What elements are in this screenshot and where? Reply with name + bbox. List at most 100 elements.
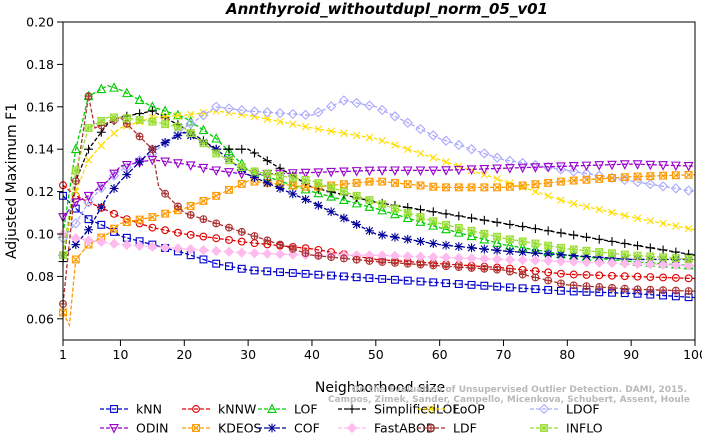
series-marker-cof xyxy=(109,184,119,193)
series-marker-odin xyxy=(109,169,119,180)
series-marker-knn xyxy=(429,278,438,287)
series-marker-odin xyxy=(517,163,528,174)
series-marker-inflo xyxy=(608,249,616,258)
series-marker-fastabod xyxy=(645,259,656,270)
series-marker-loop xyxy=(314,125,323,133)
series-marker-fastabod xyxy=(287,249,298,260)
series-marker-knnw xyxy=(544,268,553,277)
series-marker-inflo xyxy=(595,248,604,256)
series-marker-loop xyxy=(161,112,169,121)
series-marker-knnw xyxy=(212,234,221,243)
series-marker-simplifiedlof xyxy=(428,207,438,217)
legend-item-ldof: LDOF xyxy=(530,402,600,417)
series-marker-lof xyxy=(70,143,81,154)
series-marker-ldf xyxy=(199,215,208,224)
x-tick-label-10: 10 xyxy=(113,347,129,362)
series-marker-knnw xyxy=(608,271,616,280)
series-marker-ldof xyxy=(594,170,605,181)
series-marker-ldof xyxy=(453,139,464,151)
series-marker-fastabod xyxy=(594,257,605,268)
series-marker-cof xyxy=(492,245,502,255)
series-marker-odin xyxy=(492,164,503,175)
series-marker-knn xyxy=(365,274,374,283)
series-marker-fastabod xyxy=(236,247,247,258)
series-marker-kdeos xyxy=(391,178,399,187)
series-marker-kdeos xyxy=(633,172,642,181)
series-marker-kdeos xyxy=(518,181,527,190)
series-marker-simplifiedlof xyxy=(262,156,272,166)
series-marker-ldf xyxy=(327,253,336,262)
legend-label-inflo: INFLO xyxy=(566,421,603,434)
series-marker-ldf xyxy=(314,251,323,260)
series-marker-fastabod xyxy=(70,233,81,244)
series-marker-knn xyxy=(301,269,310,278)
series-marker-inflo xyxy=(454,223,463,232)
series-marker-inflo xyxy=(493,232,502,241)
series-marker-ldof xyxy=(581,168,592,179)
series-marker-kdeos xyxy=(122,218,131,227)
series-marker-fastabod xyxy=(440,252,452,263)
series-marker-loop xyxy=(416,149,425,158)
series-marker-simplifiedlof xyxy=(467,213,476,223)
series-marker-loop xyxy=(684,224,693,233)
series-marker-knnw xyxy=(173,228,182,237)
series-marker-cof xyxy=(441,240,451,250)
series-marker-inflo xyxy=(225,156,233,165)
series-marker-ldf xyxy=(467,263,476,272)
legend-marker-kdeos xyxy=(192,424,200,432)
series-marker-odin xyxy=(313,168,324,178)
series-marker-ldof xyxy=(351,97,362,109)
series-marker-inflo xyxy=(161,120,170,129)
series-marker-ldf xyxy=(250,232,259,241)
series-line-ldof xyxy=(62,99,696,239)
series-marker-ldf xyxy=(442,262,450,271)
series-marker-ldf xyxy=(595,283,604,291)
series-marker-fastabod xyxy=(262,248,273,259)
series-marker-knn xyxy=(454,280,463,288)
axis-ticks: 1 10 20 30 40 50 60 70 80 90 100 0.06 0.08 0.10 0.12 0.… xyxy=(26,15,702,363)
series-marker-ldf xyxy=(671,286,680,295)
series-marker-inflo xyxy=(186,129,195,138)
series-marker-cof xyxy=(365,226,374,236)
series-marker-kdeos xyxy=(110,224,119,233)
series-marker-ldof xyxy=(338,95,350,106)
series-marker-inflo xyxy=(582,246,591,255)
legend-marker-odin xyxy=(109,424,119,434)
series-marker-simplifiedlof xyxy=(594,234,604,244)
series-odin xyxy=(58,155,696,223)
series-marker-inflo xyxy=(97,116,106,125)
series-marker-inflo xyxy=(173,122,182,131)
series-marker-cof xyxy=(160,138,170,147)
series-marker-fastabod xyxy=(185,244,196,255)
series-marker-ldof xyxy=(632,176,643,188)
series-marker-ldf xyxy=(684,287,693,295)
series-marker-fastabod xyxy=(83,235,94,246)
series-marker-lof xyxy=(173,109,183,120)
series-marker-cof xyxy=(275,184,285,193)
y-axis-label: Adjusted Maximum F1 xyxy=(4,103,20,259)
series-marker-inflo xyxy=(263,169,272,178)
series-marker-odin xyxy=(619,160,630,170)
series-line-ldf xyxy=(62,96,696,305)
series-marker-inflo xyxy=(71,166,80,175)
series-marker-ldf xyxy=(620,284,629,293)
series-marker-kdeos xyxy=(135,215,144,224)
series-marker-odin xyxy=(428,166,439,177)
series-marker-kdeos xyxy=(161,209,170,218)
series-marker-cof xyxy=(313,200,323,210)
x-tick-label-70: 70 xyxy=(496,347,512,362)
series-marker-ldf xyxy=(633,285,642,294)
series-marker-fastabod xyxy=(555,256,567,267)
series-marker-fastabod xyxy=(530,255,541,266)
series-marker-fastabod xyxy=(160,242,171,253)
series-marker-lof xyxy=(109,82,119,92)
series-marker-odin xyxy=(351,167,362,177)
series-marker-odin xyxy=(543,162,554,173)
series-marker-ldf xyxy=(84,92,93,101)
series-marker-simplifiedlof xyxy=(645,243,655,253)
series-marker-loop xyxy=(633,214,642,223)
legend-label-ldf: LDF xyxy=(453,421,477,434)
series-marker-kdeos xyxy=(403,180,412,189)
series-marker-odin xyxy=(466,165,477,175)
series-marker-simplifiedlof xyxy=(96,127,106,137)
